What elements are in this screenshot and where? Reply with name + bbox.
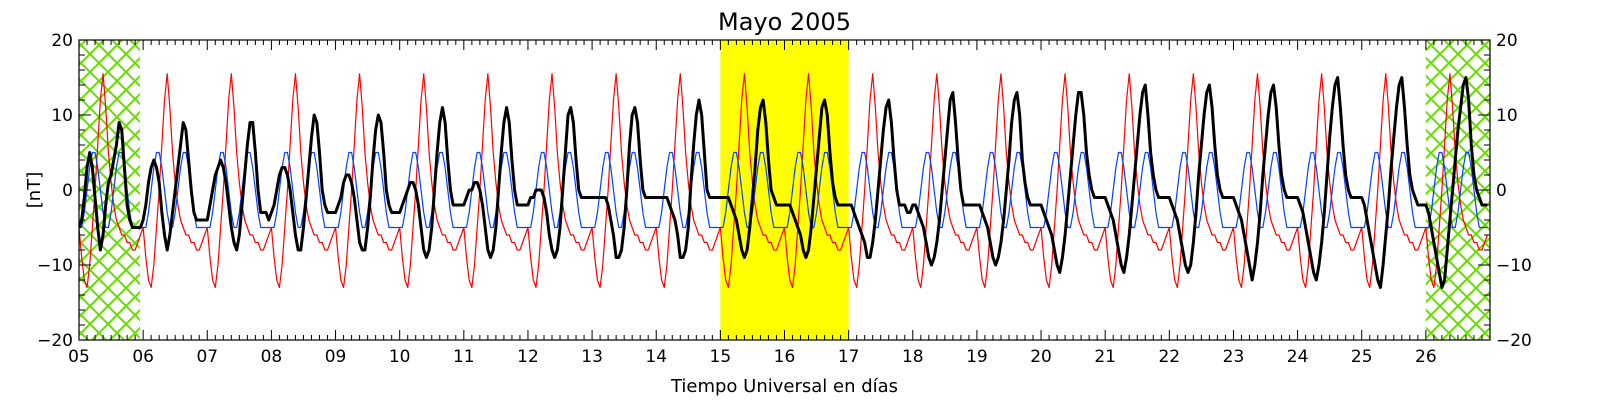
y-tick-label-right: −10 (1496, 256, 1532, 276)
y-tick-label-right: 20 (1496, 31, 1518, 51)
series-layer (79, 73, 1488, 289)
x-tick-label: 05 (68, 347, 90, 367)
chart-title: Mayo 2005 (718, 8, 851, 36)
y-tick-label-left: 0 (62, 181, 73, 201)
x-tick-label: 09 (325, 347, 347, 367)
y-tick-label-left: 10 (51, 106, 73, 126)
x-tick-label: 07 (196, 347, 218, 367)
y-tick-label-right: −20 (1496, 331, 1532, 351)
x-tick-label: 14 (645, 347, 667, 367)
x-tick-label: 22 (1158, 347, 1180, 367)
x-tick-label: 26 (1415, 347, 1437, 367)
x-tick-label: 21 (1094, 347, 1116, 367)
x-tick-label: 16 (774, 347, 796, 367)
x-tick-label: 11 (453, 347, 475, 367)
highlighted-interval (720, 40, 849, 340)
x-tick-label: 13 (581, 347, 603, 367)
x-tick-label: 18 (902, 347, 924, 367)
x-tick-label: 24 (1287, 347, 1309, 367)
axis-layer: 05 06 07 08 09 10 11 12 13 14 15 16 17 18 19 20 21 22 23 24… (37, 31, 1532, 367)
y-tick-label-left: −20 (37, 331, 73, 351)
x-tick-label: 20 (1030, 347, 1052, 367)
series-black-line (79, 76, 1488, 289)
y-tick-label-left: −10 (37, 256, 73, 276)
x-tick-label: 17 (838, 347, 860, 367)
x-tick-label: 12 (517, 347, 539, 367)
x-axis-label: Tiempo Universal en días (670, 376, 898, 397)
x-tick-label: 19 (966, 347, 988, 367)
series-blue-line (79, 151, 1488, 229)
x-tick-label: 06 (132, 347, 154, 367)
x-tick-label: 23 (1223, 347, 1245, 367)
y-tick-label-right: 0 (1496, 181, 1507, 201)
series-red-line (79, 73, 1488, 289)
x-tick-label: 08 (261, 347, 283, 367)
y-axis-label: [nT] (24, 172, 45, 208)
x-tick-label: 10 (389, 347, 411, 367)
y-tick-label-right: 10 (1496, 106, 1518, 126)
x-tick-label: 15 (710, 347, 732, 367)
x-tick-label: 25 (1351, 347, 1373, 367)
y-tick-label-left: 20 (51, 31, 73, 51)
